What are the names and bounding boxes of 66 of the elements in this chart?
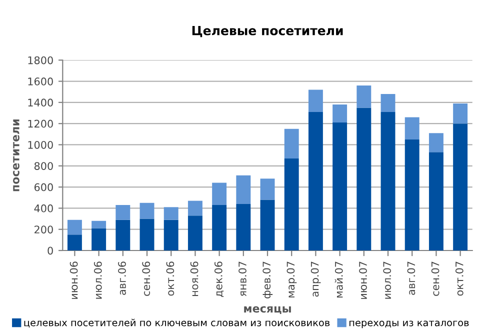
bar [380,112,396,250]
bar [356,108,372,250]
x-tick-label: фев.07 [262,262,273,298]
bar [140,218,154,250]
bar [116,220,130,250]
bar [67,234,82,250]
x-tick-label: ноя.06 [190,262,198,296]
x-tick-label: мар.07 [286,262,297,298]
bar [453,124,468,250]
bar [308,90,323,112]
bar [404,139,420,250]
legend-label: переходы из каталогов [349,320,469,328]
x-tick-label: окт.06 [166,262,174,296]
x-tick-label: сен.07 [431,262,440,296]
bar [284,128,299,158]
x-tick-label: июл.07 [383,262,392,299]
bar [188,200,202,216]
bar [404,117,420,140]
bar [236,204,251,250]
y-tick-label: 1400 [28,98,53,107]
y-axis-title: посетители [13,119,20,192]
x-tick-label: авг.06 [118,262,126,295]
legend-label: целевых посетителей по ключевым словам из поисковиков [24,318,330,328]
y-tick-label: 1600 [28,78,53,86]
x-tick-label: окт.07 [455,262,464,296]
bar [260,200,275,250]
bar [140,202,154,219]
x-tick-label: июл.06 [94,262,102,299]
bar [284,158,299,250]
x-tick-label: авг.07 [407,262,416,295]
bar [212,205,227,250]
bar [92,228,106,250]
x-axis-title: месяцы [244,306,291,314]
x-tick-label: сен.06 [142,262,150,296]
bar [212,182,227,206]
bar [116,205,130,220]
chart-title: Целевые посетители [192,26,343,38]
bar [308,112,323,250]
bar [428,152,444,250]
bar [260,178,275,200]
x-tick-label: апр.07 [310,262,321,297]
y-tick-label: 800 [34,162,53,170]
bar [67,220,82,235]
bar [453,103,468,124]
bar [236,175,251,204]
y-tick-label: 200 [34,226,53,234]
bar [164,220,178,250]
bar [356,86,372,108]
bar [380,94,396,112]
bar [332,104,348,123]
bar [428,133,444,152]
x-tick-label: дек.06 [214,262,224,297]
x-tick-label: янв.07 [238,262,246,296]
y-tick-label: 600 [34,183,53,192]
y-tick-label: 400 [34,204,53,212]
y-tick-label: 1800 [28,56,53,64]
x-tick-label: май.07 [334,262,343,298]
x-tick-label: июн.06 [70,262,78,299]
y-tick-label: 1200 [28,120,53,128]
bar [92,220,106,228]
y-tick-label: 1000 [28,140,53,149]
bar [188,216,202,250]
bar [332,122,348,250]
y-tick-label: 0 [48,246,53,255]
bar [164,207,178,220]
x-tick-label: июн.07 [359,262,367,299]
